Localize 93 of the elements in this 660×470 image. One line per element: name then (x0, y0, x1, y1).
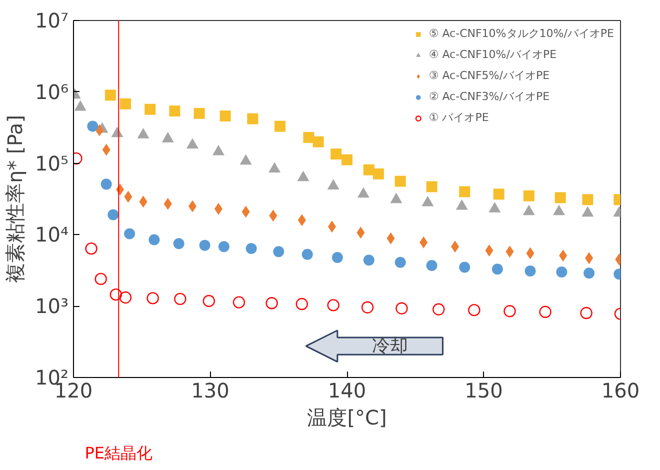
point (396, 302, 408, 314)
x-axis-title: 温度[°C] (307, 406, 387, 430)
y-tick-label: 10³ (35, 294, 68, 318)
point (144, 104, 156, 115)
point (94, 272, 107, 286)
point (110, 288, 122, 301)
ref-line-label: PE結晶化 (84, 444, 153, 462)
point (468, 304, 480, 316)
annotation: 冷却 (372, 336, 408, 357)
point (459, 186, 470, 198)
point (296, 298, 308, 310)
point (119, 291, 132, 304)
point (87, 120, 98, 132)
point (202, 294, 215, 308)
point (456, 199, 468, 210)
point (524, 266, 536, 277)
point (247, 113, 258, 124)
point (554, 192, 566, 204)
point (108, 209, 119, 220)
point (426, 181, 438, 192)
x-tick-label: 140 (328, 378, 366, 402)
point (169, 106, 180, 117)
y-tick-label: 10⁶ (35, 80, 68, 104)
point (327, 179, 340, 190)
point (274, 120, 286, 132)
y-tick-label: 10⁴ (35, 222, 68, 247)
x-tick-label: 130 (191, 378, 230, 402)
point (137, 128, 150, 138)
point (302, 248, 313, 260)
legend-label: ⑤ Ac-CNF10%タルク10%/バイオPE (428, 26, 614, 41)
legend-label: ① バイオPE (428, 110, 489, 125)
point (146, 292, 159, 304)
point (361, 301, 374, 314)
point (357, 187, 370, 198)
point (459, 262, 470, 273)
point (504, 305, 516, 318)
point (124, 228, 136, 240)
point (246, 243, 257, 254)
point (104, 90, 116, 101)
legend-label: ② Ac-CNF3%/バイオPE (428, 89, 550, 104)
point (303, 132, 314, 143)
x-tick-label: 160 (601, 378, 640, 402)
point (363, 254, 374, 266)
y-tick-label: 10⁵ (35, 151, 68, 176)
point (85, 242, 98, 255)
point (394, 176, 406, 187)
point (556, 266, 568, 278)
point (199, 240, 210, 251)
point (174, 292, 186, 306)
point (220, 110, 231, 122)
point (582, 206, 594, 217)
point (120, 98, 131, 110)
point (582, 194, 594, 206)
x-tick-label: 150 (464, 378, 503, 402)
point (327, 299, 340, 312)
point (539, 306, 552, 318)
point (268, 162, 281, 173)
point (523, 190, 534, 202)
point (232, 296, 246, 308)
point (342, 154, 352, 166)
point (584, 268, 595, 279)
point (240, 154, 252, 165)
point (273, 246, 284, 258)
point (74, 100, 86, 111)
point (148, 234, 160, 246)
point (493, 188, 504, 200)
point (330, 148, 342, 160)
point (100, 178, 112, 190)
point (432, 303, 445, 316)
y-tick-label: 10⁷ (35, 8, 68, 32)
point (194, 108, 205, 119)
point (422, 196, 434, 206)
legend-label: ④ Ac-CNF10%/バイオPE (428, 47, 557, 62)
point (372, 168, 384, 180)
point (552, 204, 565, 216)
point (332, 252, 343, 263)
point (173, 238, 184, 250)
point (218, 241, 230, 252)
point (186, 138, 198, 149)
y-axis-title: 複素粘性率η* [Pa] (3, 114, 28, 284)
point (297, 170, 310, 182)
point (312, 136, 324, 148)
point (390, 192, 402, 204)
point (394, 256, 406, 268)
point (522, 204, 535, 216)
point (363, 164, 374, 176)
point (212, 144, 224, 156)
point (426, 260, 438, 272)
point (492, 264, 503, 275)
legend-label: ③ Ac-CNF5%/バイオPE (428, 68, 550, 83)
point (266, 297, 278, 310)
point (580, 306, 592, 320)
point (162, 132, 174, 142)
